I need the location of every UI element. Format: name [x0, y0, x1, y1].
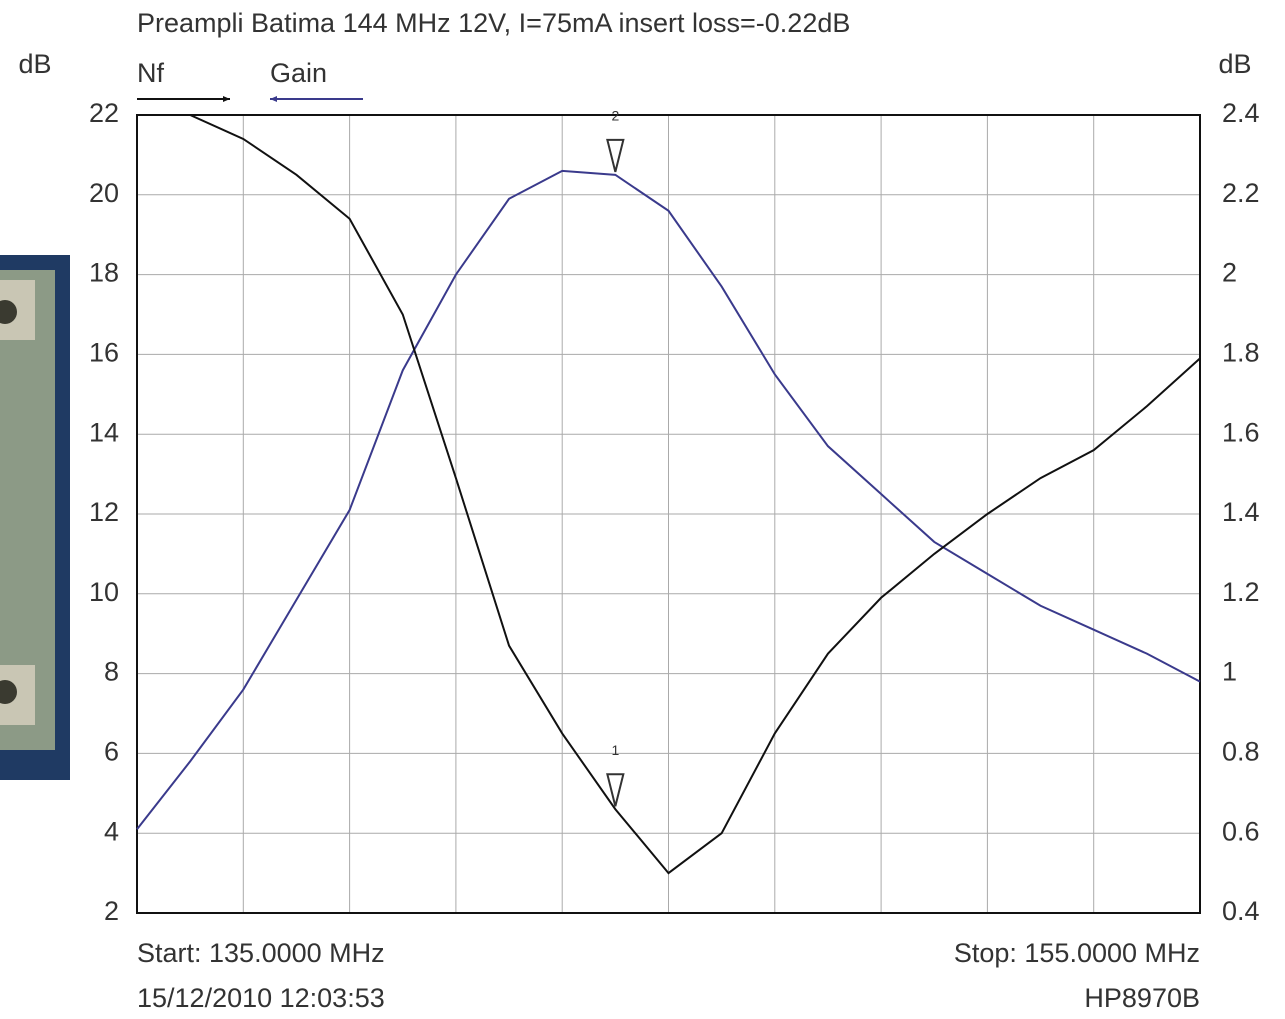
legend-arrowhead — [270, 96, 277, 102]
y2-tick-label: 1.8 — [1222, 338, 1260, 368]
series-line — [136, 169, 1201, 830]
chart-title: Preampli Batima 144 MHz 12V, I=75mA inse… — [137, 8, 850, 38]
y-tick-label: 12 — [89, 497, 119, 527]
y-tick-label: 20 — [89, 178, 119, 208]
y-tick-label: 8 — [104, 657, 119, 687]
y-tick-label: 2 — [104, 896, 119, 926]
instrument: HP8970B — [1084, 983, 1200, 1013]
y2-tick-label: 1 — [1222, 657, 1237, 687]
marker-label: 1 — [611, 742, 619, 758]
y2-axis-label: dB — [1218, 49, 1251, 79]
y2-tick-label: 2.2 — [1222, 178, 1260, 208]
y2-tick-label: 1.6 — [1222, 417, 1260, 447]
marker — [606, 773, 625, 807]
y2-tick-label: 2.4 — [1222, 98, 1260, 128]
y-tick-label: 6 — [104, 737, 119, 767]
photo — [0, 255, 70, 780]
y2-tick-label: 0.8 — [1222, 737, 1260, 767]
y-axis-label: dB — [18, 49, 51, 79]
plot-frame — [136, 114, 1201, 914]
legend-label: Gain — [270, 58, 327, 88]
stop-label: Stop: 155.0000 MHz — [954, 938, 1200, 968]
legend-label: Nf — [137, 58, 164, 88]
marker — [606, 138, 625, 173]
y-tick-label: 18 — [89, 258, 119, 288]
series-line — [189, 114, 1201, 875]
timestamp: 15/12/2010 12:03:53 — [137, 983, 385, 1013]
legend-arrowhead — [223, 96, 230, 102]
y2-tick-label: 0.6 — [1222, 816, 1260, 846]
y-tick-label: 10 — [89, 577, 119, 607]
y2-tick-label: 0.4 — [1222, 896, 1260, 926]
start-label: Start: 135.0000 MHz — [137, 938, 385, 968]
y2-tick-label: 2 — [1222, 258, 1237, 288]
y2-tick-label: 1.4 — [1222, 497, 1260, 527]
marker-label: 2 — [611, 108, 619, 124]
y-tick-label: 16 — [89, 338, 119, 368]
y-tick-label: 14 — [89, 417, 119, 447]
y-tick-label: 22 — [89, 98, 119, 128]
y2-tick-label: 1.2 — [1222, 577, 1260, 607]
y-tick-label: 4 — [104, 816, 119, 846]
